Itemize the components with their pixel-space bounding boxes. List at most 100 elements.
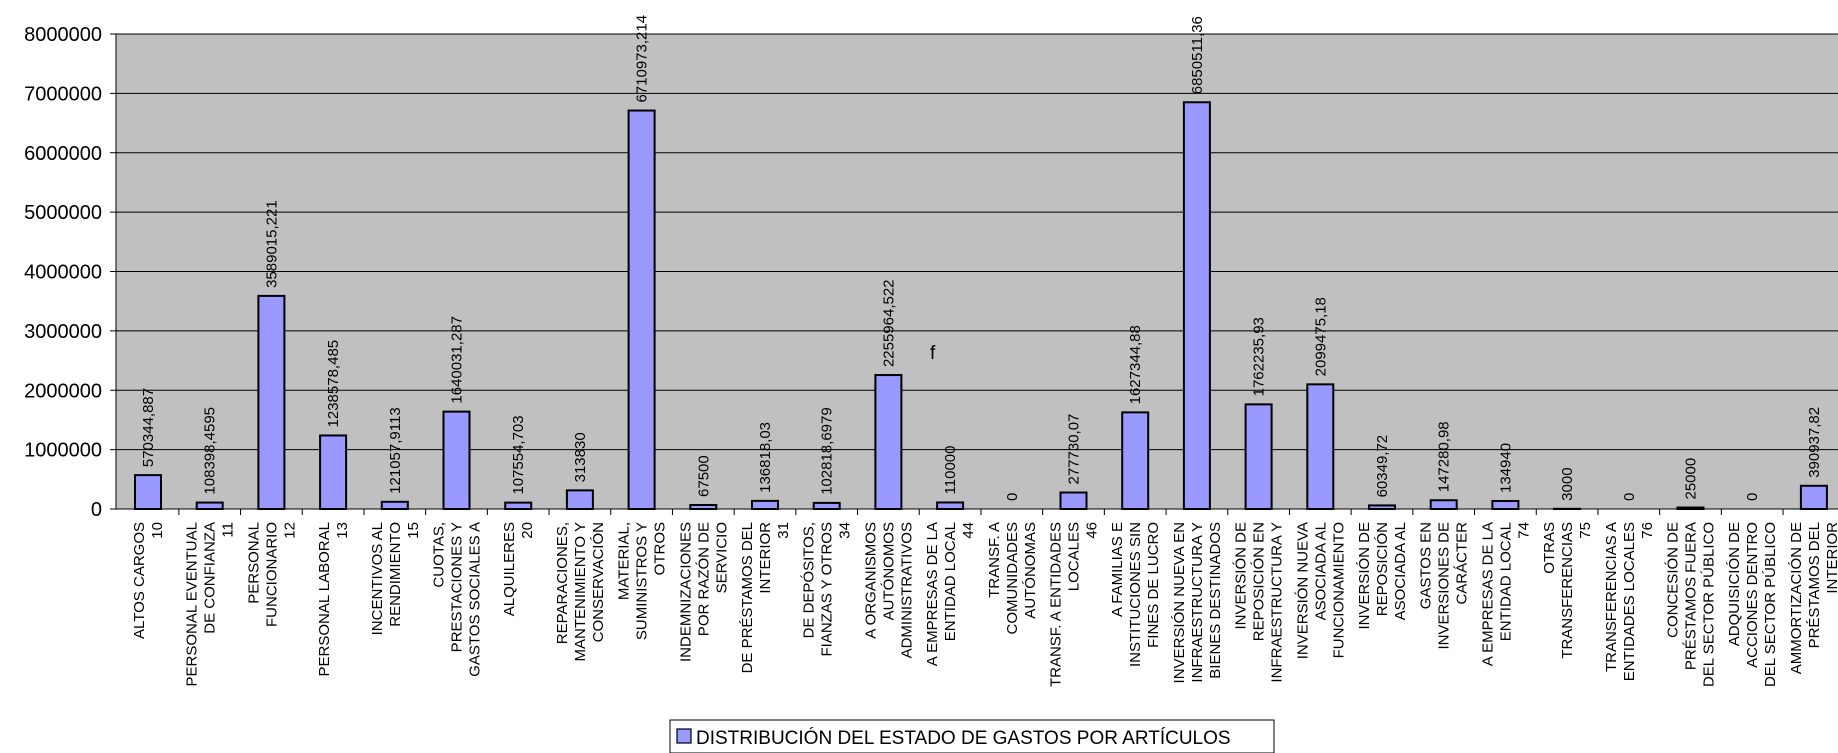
category-label-line: ASOCIADA AL	[1312, 522, 1329, 620]
category-label: ALQUILERES 20	[501, 522, 536, 616]
category-label-line: TRANSFERENCIAS A	[1603, 522, 1620, 672]
category-label: INVERSIÓN DE REPOSICIÓN ASOCIADA AL	[1356, 522, 1409, 630]
bar	[504, 501, 533, 511]
category-label-line: 74	[1515, 522, 1532, 539]
bar	[1306, 383, 1335, 510]
bar	[1059, 491, 1088, 510]
category-label-line: COMUNIDADES	[1004, 522, 1021, 635]
category-label-line: ADQUISICIÓN DE	[1726, 522, 1743, 646]
category-label-line: DEL SECTOR PÚBLICO	[1762, 522, 1779, 687]
category-label-line: ASOCIADA AL	[1392, 522, 1409, 620]
data-label: 2099475,18	[1312, 297, 1329, 376]
category-label-line: DEL SECTOR PÚBLICO	[1701, 522, 1718, 687]
category-label-line: A EMPRESAS DE LA	[924, 522, 941, 666]
category-label-line: SUMINISTROS Y	[634, 522, 651, 640]
category-label-line: 31	[775, 522, 792, 539]
category-label-line: INFRAESTRUCTURA Y	[1189, 522, 1206, 683]
category-label-line: INTERIOR	[757, 522, 774, 594]
category-label: A EMPRESAS DE LA ENTIDAD LOCAL 74	[1479, 522, 1532, 666]
data-label: 0	[1004, 493, 1021, 501]
category-label-line: AUTÓNOMAS	[1022, 522, 1039, 619]
category-label-line: INVERSIÓN NUEVA	[1294, 522, 1311, 659]
category-label-line: PERSONAL EVENTUAL	[184, 522, 201, 687]
y-tick-label: 5000000	[24, 202, 102, 224]
category-label-line: 10	[149, 522, 166, 539]
data-label: 0	[1744, 493, 1761, 501]
data-labels: 570344,887 108398,4595 3589015,221 1238578,…	[140, 15, 1823, 501]
data-label: 3000	[1559, 467, 1576, 500]
category-label-line: ENTIDAD LOCAL	[1497, 522, 1514, 641]
category-label-line: PRÉSTAMOS FUERA	[1683, 522, 1700, 670]
category-label: AMMORTIZACIÓN DE PRÉSTAMOS DEL INTERIOR	[1788, 522, 1838, 674]
category-label: PERSONAL FUNCIONARIO 12	[245, 522, 298, 627]
category-label: CUOTAS, PRESTACIONES Y GASTOS SOCIALES A	[431, 522, 484, 677]
bar	[689, 503, 718, 510]
category-label-line: INSTITUCIONES SIN	[1127, 522, 1144, 667]
bar	[319, 434, 348, 511]
category-label-line: AMMORTIZACIÓN DE	[1788, 522, 1805, 674]
data-label: 67500	[695, 455, 712, 497]
category-label-line: CONSERVACIÓN	[590, 522, 607, 642]
category-label-line: INVERSIÓN NUEVA EN	[1171, 522, 1188, 683]
category-label: INVERSIÓN NUEVA EN INFRAESTRUCTURA Y BIENE…	[1171, 522, 1224, 683]
category-label: DE PRÉSTAMOS DEL INTERIOR 31	[739, 522, 792, 674]
category-label-line: 46	[1084, 522, 1101, 539]
category-label-line: 76	[1639, 522, 1656, 539]
category-label: REPARACIONES, MANTENIMIENTO Y CONSERVACIÓN	[554, 522, 607, 661]
category-label-line: 13	[334, 522, 351, 539]
legend-box	[669, 719, 1275, 753]
category-label: PERSONAL EVENTUAL DE CONFIANZA 11	[184, 522, 237, 687]
category-label-line: INTERIOR	[1824, 522, 1838, 594]
category-label-line: CUOTAS,	[431, 522, 448, 588]
category-label: DE DEPÓSITOS, FIANZAS Y OTROS 34	[801, 522, 854, 656]
category-label-line: ENTIDADES LOCALES	[1621, 522, 1638, 681]
category-label-line: REPOSICIÓN EN	[1251, 522, 1268, 641]
bar	[380, 500, 409, 511]
category-label-line: 44	[960, 522, 977, 539]
category-label-line: 11	[220, 522, 237, 538]
data-label: 121057,9113	[387, 407, 404, 493]
y-tick-label: 4000000	[24, 262, 102, 284]
category-label-line: ENTIDAD LOCAL	[942, 522, 959, 641]
category-label-line: GASTOS EN	[1418, 522, 1435, 609]
category-label-line: FUNCIONARIO	[263, 522, 280, 627]
category-label: TRANSFERENCIAS A ENTIDADES LOCALES 76	[1603, 522, 1656, 681]
bar	[874, 374, 903, 510]
bar	[1429, 499, 1458, 510]
category-label-line: DE DEPÓSITOS,	[801, 522, 818, 638]
category-label-line: CONCESIÓN DE	[1665, 522, 1682, 638]
y-tick-label: 1000000	[24, 440, 102, 462]
category-label-line: PERSONAL	[245, 522, 262, 604]
bar	[565, 489, 594, 510]
category-label: INVERSIÓN NUEVA ASOCIADA AL FUNCIONAMIENTO	[1294, 522, 1347, 659]
category-label-line: OTROS	[652, 522, 669, 575]
category-label-line: ALQUILERES	[501, 522, 518, 616]
category-label-line: REPARACIONES,	[554, 522, 571, 644]
legend-label: DISTRIBUCIÓN DEL ESTADO DE GASTOS POR AR…	[696, 727, 1231, 749]
category-label-line: MANTENIMIENTO Y	[572, 522, 589, 661]
category-label-line: GASTOS SOCIALES A	[467, 522, 484, 677]
bar	[936, 501, 965, 510]
category-label: A ORGANISMOS AUTÓNOMOS ADMINISTRATIVOS	[862, 522, 915, 658]
data-label: 134940	[1497, 443, 1514, 493]
legend-swatch	[676, 728, 692, 744]
category-label: CONCESIÓN DE PRÉSTAMOS FUERA DEL SECTOR PÚ…	[1665, 522, 1718, 687]
category-label: MATERIAL, SUMINISTROS Y OTROS	[616, 522, 669, 640]
data-label: 2255964,522	[880, 279, 897, 367]
category-label-line: INFRAESTRUCTURA Y	[1269, 522, 1286, 683]
category-label-line: FUNCIONAMIENTO	[1330, 522, 1347, 658]
data-label: 570344,887	[140, 388, 157, 467]
category-label-line: INDEMNIZACIONES	[677, 522, 694, 662]
bar	[1182, 101, 1211, 510]
legend: DISTRIBUCIÓN DEL ESTADO DE GASTOS POR AR…	[669, 719, 1275, 753]
category-label-line: MATERIAL,	[616, 522, 633, 600]
data-label: 25000	[1683, 458, 1700, 500]
category-label-line: A EMPRESAS DE LA	[1479, 522, 1496, 666]
category-label: INCENTIVOS AL RENDIMIENTO 15	[369, 522, 422, 635]
data-label: 110000	[942, 446, 959, 495]
category-label-line: A ORGANISMOS	[862, 522, 879, 639]
data-label: 0	[1621, 493, 1638, 501]
category-label: GASTOS EN INVERSIONES DE CARÁCTER	[1418, 522, 1471, 650]
data-label: 102818,6979	[819, 407, 836, 495]
